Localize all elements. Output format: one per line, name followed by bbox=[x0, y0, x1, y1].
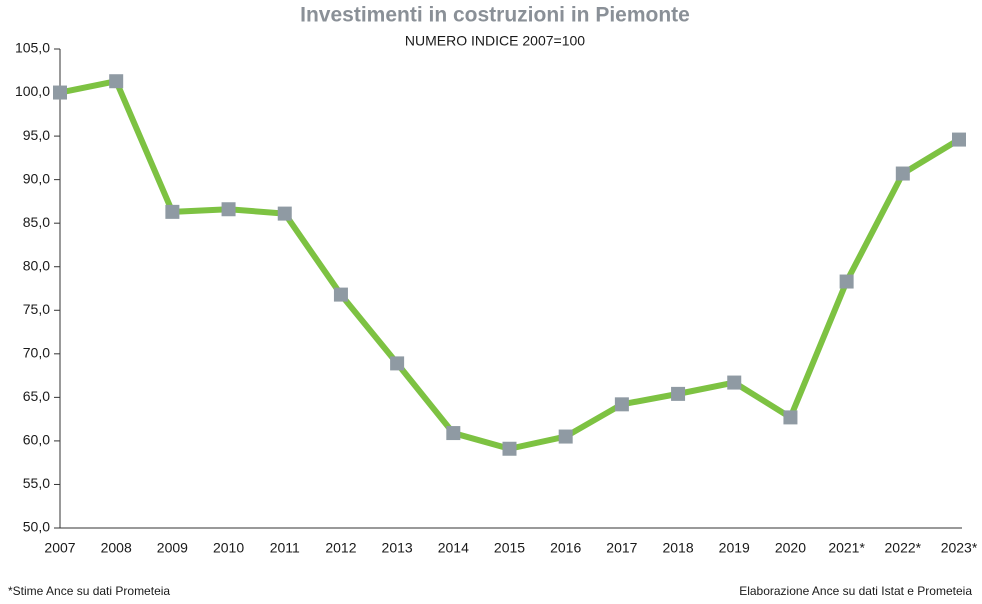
y-tick-label: 90,0 bbox=[23, 170, 50, 186]
line bbox=[59, 78, 961, 452]
x-tick-label: 2011 bbox=[270, 540, 300, 556]
y-tick-label: 70,0 bbox=[23, 345, 50, 361]
x-tick-label: 2014 bbox=[438, 540, 469, 556]
marker bbox=[165, 204, 180, 219]
marker bbox=[895, 166, 910, 181]
y-tick-label: 60,0 bbox=[23, 432, 50, 448]
marker bbox=[333, 287, 348, 302]
marker bbox=[671, 386, 686, 401]
marker bbox=[614, 397, 629, 412]
y-tick-label: 85,0 bbox=[23, 214, 50, 230]
x-tick-label: 2009 bbox=[157, 540, 188, 556]
x-tick-label: 2010 bbox=[213, 540, 244, 556]
marker bbox=[277, 206, 292, 221]
x-tick-label: 2020 bbox=[775, 540, 806, 556]
x-tick-label: 2013 bbox=[382, 540, 413, 556]
x-tick-label: 2017 bbox=[606, 540, 637, 556]
x-tick-label: 2018 bbox=[662, 540, 693, 556]
marker bbox=[109, 74, 124, 89]
source: Elaborazione Ance su dati Istat e Promet… bbox=[739, 584, 972, 598]
marker bbox=[502, 441, 517, 456]
y-tick-label: 95,0 bbox=[23, 127, 50, 143]
x-tick-label: 2007 bbox=[44, 540, 75, 556]
x-tick-label: 2008 bbox=[101, 540, 132, 556]
x-tick-label: 2019 bbox=[719, 540, 750, 556]
chart-title: Investimenti in costruzioni in Piemonte bbox=[300, 4, 690, 27]
marker bbox=[53, 85, 67, 100]
marker bbox=[446, 426, 461, 441]
marker bbox=[390, 356, 405, 371]
x-tick-label: 2022* bbox=[885, 540, 922, 556]
marker bbox=[558, 429, 573, 444]
marker bbox=[783, 410, 798, 425]
y-tick-label: 50,0 bbox=[23, 519, 50, 535]
x-tick-label: 2021* bbox=[828, 540, 865, 556]
x-tick-label: 2016 bbox=[550, 540, 581, 556]
chart-subtitle: NUMERO INDICE 2007=100 bbox=[405, 33, 585, 49]
y-tick-label: 80,0 bbox=[23, 257, 50, 273]
marker bbox=[952, 132, 966, 147]
footnote: *Stime Ance su dati Prometeia bbox=[8, 584, 170, 598]
y-tick-label: 100,0 bbox=[15, 83, 50, 99]
x-tick-label: 2012 bbox=[325, 540, 356, 556]
y-tick-label: 55,0 bbox=[23, 475, 50, 491]
x-tick-label: 2023* bbox=[941, 540, 978, 556]
y-tick-label: 75,0 bbox=[23, 301, 50, 317]
marker bbox=[727, 375, 742, 390]
marker bbox=[839, 274, 854, 289]
y-tick-label: 105,0 bbox=[15, 40, 50, 56]
x-tick-label: 2015 bbox=[494, 540, 525, 556]
y-tick-label: 65,0 bbox=[23, 388, 50, 404]
marker bbox=[221, 202, 236, 217]
